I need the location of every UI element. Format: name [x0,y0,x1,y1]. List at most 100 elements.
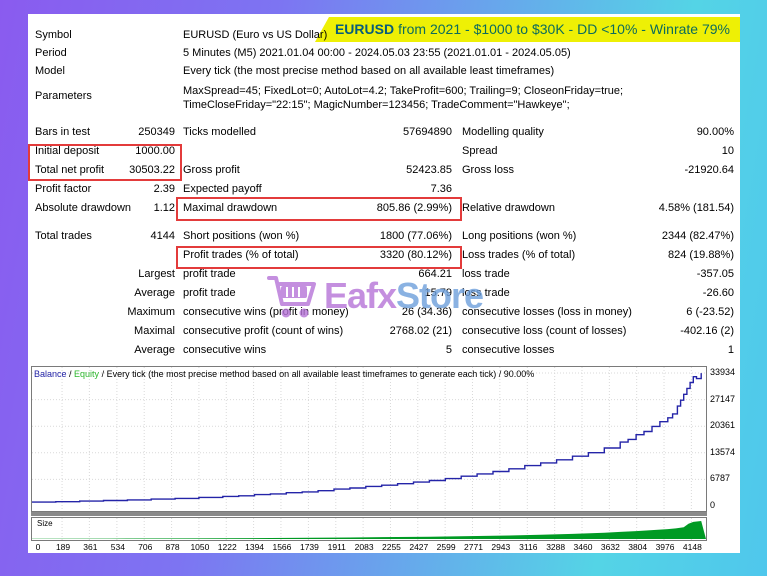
x-tick-label: 3976 [655,542,675,552]
report-header: Symbol EURUSD (Euro vs US Dollar) Period… [28,26,740,112]
stats-row-7: Largest profit trade 664.21 loss trade -357.… [28,265,740,284]
stat-label: Ticks modelled [183,126,256,138]
x-tick-label: 2083 [354,542,374,552]
stats-cell-group: Ticks modelled 57694890 [183,123,452,142]
x-tick-label: 361 [83,542,98,552]
stat-label: Profit trades (% of total) [183,249,299,261]
stat-label: Gross loss [462,164,514,176]
x-tick-label: 1566 [272,542,292,552]
stat-label: Expected payoff [183,183,262,195]
y-tick-label: 0 [710,500,716,510]
stats-cell-group: Long positions (won %) 2344 (82.47%) [462,227,734,246]
x-tick-label: 0 [35,542,41,552]
stat-value: 52423.85 [406,164,452,176]
x-tick-label: 2943 [491,542,511,552]
period-label: Period [35,47,67,59]
model-value: Every tick (the most precise method base… [183,65,555,77]
stat-label: Modelling quality [462,126,544,138]
stat-label: Loss trades (% of total) [462,249,576,261]
stat-value: Maximum [127,306,175,318]
stats-cell-group: Average [35,341,175,360]
stat-value: 5 [445,344,452,356]
stats-cell-group: profit trade 664.21 [183,265,452,284]
stat-label: loss trade [462,287,510,299]
stats-row-8: Average profit trade 15.79 loss trade -26.60 [28,284,740,303]
stats-cell-group: Largest [35,265,175,284]
equity-legend-label: Equity [74,369,100,379]
stat-label: consecutive profit (count of wins) [183,325,344,337]
stats-row-9: Maximum consecutive wins (profit in money… [28,303,740,322]
stat-value: -402.16 (2) [680,325,734,337]
stat-label: Total net profit [35,164,105,176]
header-row-model: Model Every tick (the most precise metho… [28,62,740,80]
x-tick-label: 2255 [381,542,401,552]
stats-row-2: Total net profit 30503.22 Gross profit 5242… [28,161,740,180]
stat-value: 4144 [150,230,175,242]
symbol-label: Symbol [35,29,72,41]
stat-label: consecutive losses [462,344,555,356]
stats-row-4: Absolute drawdown 1.12 Maximal drawdown 805… [28,199,740,218]
stat-value: -21920.64 [684,164,734,176]
stats-cell-group: Loss trades (% of total) 824 (19.88%) [462,246,734,265]
stat-label: loss trade [462,268,510,280]
period-value: 5 Minutes (M5) 2021.01.04 00:00 - 2024.0… [183,47,571,59]
x-tick-label: 534 [110,542,125,552]
stats-cell-group: Bars in test 250349 [35,123,175,142]
stat-value: 664.21 [418,268,452,280]
stat-value: 2768.02 (21) [389,325,452,337]
stats-cell-group: Maximum [35,303,175,322]
stats-cell-group: Modelling quality 90.00% [462,123,734,142]
stats-cell-group: consecutive losses 1 [462,341,734,360]
x-tick-label: 878 [165,542,180,552]
report-card: EURUSD from 2021 - $1000 to $30K - DD <10… [28,14,740,553]
stat-value: 1800 (77.06%) [379,230,452,242]
stat-label: profit trade [183,268,236,280]
stats-row-11: Average consecutive wins 5 consecutive loss… [28,341,740,360]
stat-value: 4.58% (181.54) [658,202,734,214]
stat-label: Long positions (won %) [462,230,577,242]
stat-value: 1 [727,344,734,356]
stats-cell-group: Expected payoff 7.36 [183,180,452,199]
stat-value: 57694890 [403,126,452,138]
stat-value: 805.86 (2.99%) [376,202,452,214]
stat-label: Initial deposit [35,145,100,157]
title-separator: / [66,369,75,379]
stat-value: 1.12 [153,202,175,214]
header-row-period: Period 5 Minutes (M5) 2021.01.04 00:00 -… [28,44,740,62]
stats-cell-group: consecutive loss (count of losses) -402.1… [462,322,734,341]
stat-value: Maximal [134,325,175,337]
size-chart [31,517,707,541]
banner-text: from 2021 - $1000 to $30K - DD <10% - Wi… [398,21,730,37]
stat-label: Absolute drawdown [35,202,132,214]
y-tick-label: 27147 [710,393,736,404]
promo-banner: EURUSD from 2021 - $1000 to $30K - DD <10… [314,17,740,42]
lot-size-plot [32,518,706,540]
stats-cell-group: Maximal [35,322,175,341]
stat-value: 250349 [138,126,175,138]
x-tick-label: 1911 [327,542,346,552]
stats-table: Bars in test 250349 Ticks modelled 57694890… [28,123,740,360]
stats-cell-group: Short positions (won %) 1800 (77.06%) [183,227,452,246]
stat-value: 6 (-23.52) [686,306,734,318]
stats-cell-group: loss trade -357.05 [462,265,734,284]
stats-cell-group: Spread 10 [462,142,734,161]
size-chart-label: Size [37,519,53,528]
x-tick-label: 3116 [519,542,538,552]
stats-cell-group: consecutive profit (count of wins) 2768.0… [183,322,452,341]
stats-cell-group: Total trades 4144 [35,227,175,246]
stat-value: 15.79 [424,287,452,299]
x-tick-label: 3288 [546,542,566,552]
stat-value: 2344 (82.47%) [661,230,734,242]
stats-row-5: Total trades 4144 Short positions (won %) 1… [28,227,740,246]
x-tick-label: 3632 [600,542,620,552]
stat-label: Gross profit [183,164,240,176]
x-tick-label: 2771 [464,542,483,552]
stats-row-6: Profit trades (% of total) 3320 (80.12%) L… [28,246,740,265]
x-tick-label: 1394 [245,542,265,552]
x-tick-label: 2599 [436,542,456,552]
balance-chart [31,366,707,512]
stats-cell-group: consecutive wins (profit in money) 26 (34… [183,303,452,322]
stats-row-3: Profit factor 2.39 Expected payoff 7.36 [28,180,740,199]
x-tick-label: 706 [138,542,153,552]
stats-cell-group: Total net profit 30503.22 [35,161,175,180]
